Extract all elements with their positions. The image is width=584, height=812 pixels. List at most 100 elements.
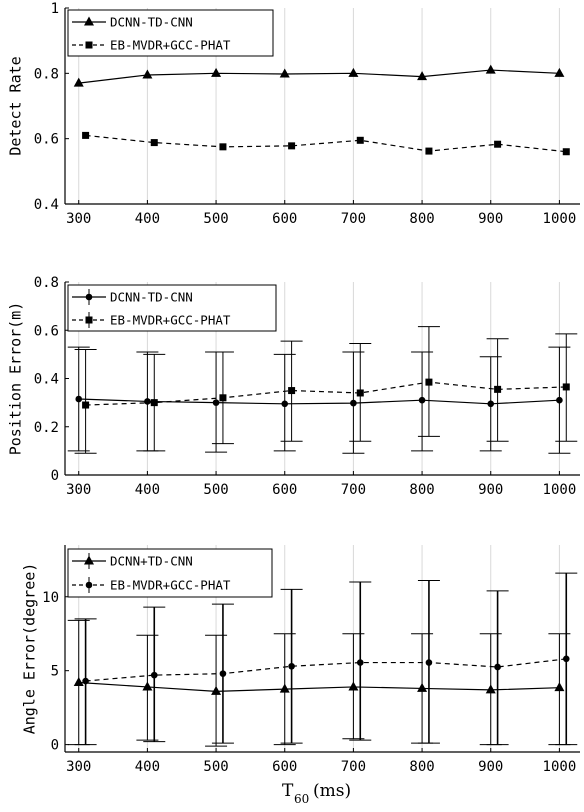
detect-rate-series-2-point <box>562 148 570 156</box>
detect-rate-series-1-point <box>554 67 565 77</box>
angle-error-series-2-point <box>82 677 89 685</box>
position-error-series-2-point <box>356 389 364 397</box>
position-error-series-1-point <box>487 400 495 408</box>
position-error-y-tick-label: 0.8 <box>34 275 59 291</box>
position-error-series-1-point <box>144 398 151 405</box>
detect-rate-panel: 300 400 500 600 700 800 900 1000 0.4 0.6 0.8 1 Detec… <box>7 1 580 227</box>
detect-rate-series-1-point <box>485 64 496 74</box>
position-error-legend-label-1: DCNN-TD-CNN <box>110 290 193 305</box>
angle-error-legend-marker <box>85 581 93 589</box>
position-error-x-tick-label: 300 <box>66 482 91 498</box>
angle-error-series-2-point <box>494 663 501 671</box>
detect-rate-x-tick-label: 700 <box>341 211 366 227</box>
angle-error-y-axis-title: Angle Error(degree) <box>21 563 39 735</box>
position-error-x-tick-label: 700 <box>341 482 366 498</box>
position-error-y-tick-label: 0.4 <box>34 372 59 388</box>
position-error-x-tick-label: 400 <box>135 482 160 498</box>
detect-rate-series-2-point <box>82 131 90 139</box>
detect-rate-series-1-point <box>142 69 153 79</box>
angle-error-x-tick-label: 700 <box>341 759 366 775</box>
detect-rate-x-tick-label: 1000 <box>543 211 577 227</box>
angle-error-series-1-point <box>211 685 222 695</box>
detect-rate-series-2-point <box>288 142 296 150</box>
detect-rate-series-1-point <box>279 68 290 78</box>
position-error-series-1-point <box>556 396 563 404</box>
position-error-series-1-line <box>78 398 560 405</box>
detect-rate-x-tick-label: 600 <box>272 211 297 227</box>
position-error-x-tick-label: 800 <box>409 482 434 498</box>
angle-error-series-2-line <box>85 658 567 682</box>
angle-error-legend-label-1: DCNN+TD-CNN <box>110 554 193 569</box>
detect-rate-series-1-point <box>211 67 222 77</box>
angle-error-series-1-point <box>279 683 290 693</box>
detect-rate-x-tick-label: 400 <box>135 211 160 227</box>
position-error-legend-box <box>67 284 277 332</box>
position-error-series-2-point <box>219 394 227 402</box>
position-error-y-tick-label: 0 <box>51 468 59 484</box>
angle-error-series-2-point <box>356 659 364 666</box>
angle-error-x-tick-label: 500 <box>203 759 228 775</box>
detect-rate-series-2-point <box>425 147 433 155</box>
position-error-legend-marker <box>85 316 93 324</box>
position-error-series-1-point <box>75 395 83 403</box>
angle-error-series-2-point <box>562 655 570 663</box>
angle-error-legend-label-2: EB-MVDR+GCC-PHAT <box>110 578 231 593</box>
angle-error-series-2-point <box>288 662 295 670</box>
detect-rate-y-tick-label: 0.6 <box>34 132 59 148</box>
position-error-y-tick-label: 0.2 <box>34 420 59 436</box>
position-error-series-2-point <box>82 401 90 409</box>
position-error-panel: 300 400 500 600 700 800 900 1000 0 0.2 0.4 0.6 0.8 Po… <box>7 275 580 498</box>
position-error-series-2-point <box>288 387 296 395</box>
detect-rate-x-tick-label: 900 <box>478 211 503 227</box>
position-error-series-1-point <box>281 400 289 408</box>
angle-error-series-1-point <box>554 682 565 692</box>
angle-error-series-1-point <box>73 677 84 687</box>
angle-error-x-tick-label: 300 <box>66 759 91 775</box>
angle-error-series-1-point <box>348 681 359 691</box>
detect-rate-legend-box <box>67 9 274 57</box>
position-error-series-2-point <box>425 378 433 386</box>
angle-error-series-1-point <box>485 684 496 694</box>
angle-error-x-tick-label: 800 <box>409 759 434 775</box>
detect-rate-series-1-line <box>78 69 560 84</box>
detect-rate-x-tick-label: 800 <box>409 211 434 227</box>
position-error-series-1-point <box>418 396 426 404</box>
position-error-x-tick-label: 900 <box>478 482 503 498</box>
detect-rate-x-tick-label: 300 <box>66 211 91 227</box>
angle-error-series-1-point <box>417 682 428 692</box>
detect-rate-legend-marker <box>85 41 93 49</box>
x-axis-title-main: T <box>282 781 294 801</box>
detect-rate-series-2-point <box>494 140 502 148</box>
position-error-y-tick-label: 0.6 <box>34 323 59 339</box>
position-error-series-1-point <box>350 399 357 407</box>
position-error-series-1-point <box>212 399 220 406</box>
detect-rate-series-1-point <box>417 71 428 81</box>
angle-error-series-1-line <box>78 681 560 692</box>
angle-error-y-tick-label: 10 <box>42 590 59 606</box>
position-error-x-tick-label: 1000 <box>543 482 577 498</box>
detect-rate-series-2-point <box>219 143 227 151</box>
position-error-y-axis-title: Position Error(m) <box>7 302 25 456</box>
detect-rate-x-tick-label: 500 <box>203 211 228 227</box>
angle-error-series-1-point <box>142 681 153 691</box>
x-axis-title-unit: (ms) <box>313 781 351 801</box>
angle-error-legend-marker <box>84 555 94 565</box>
angle-error-series-2-point <box>219 670 227 677</box>
position-error-series-2-point <box>494 385 502 393</box>
detect-rate-series-1-point <box>348 67 359 77</box>
angle-error-y-tick-label: 5 <box>51 664 59 680</box>
detect-rate-series-2-point <box>150 139 158 147</box>
detect-rate-y-tick-label: 0.4 <box>34 197 59 213</box>
angle-error-series-2-point <box>425 659 433 666</box>
angle-error-legend-box <box>67 548 273 598</box>
position-error-legend-marker <box>85 293 93 301</box>
detect-rate-y-axis-title: Detect Rate <box>7 56 25 155</box>
position-error-x-tick-label: 600 <box>272 482 297 498</box>
position-error-series-2-point <box>150 399 158 407</box>
detect-rate-legend-label-2: EB-MVDR+GCC-PHAT <box>110 38 231 53</box>
x-axis-title-subscript: 60 <box>294 792 309 806</box>
detect-rate-series-1-point <box>73 77 84 87</box>
position-error-x-tick-label: 500 <box>203 482 228 498</box>
